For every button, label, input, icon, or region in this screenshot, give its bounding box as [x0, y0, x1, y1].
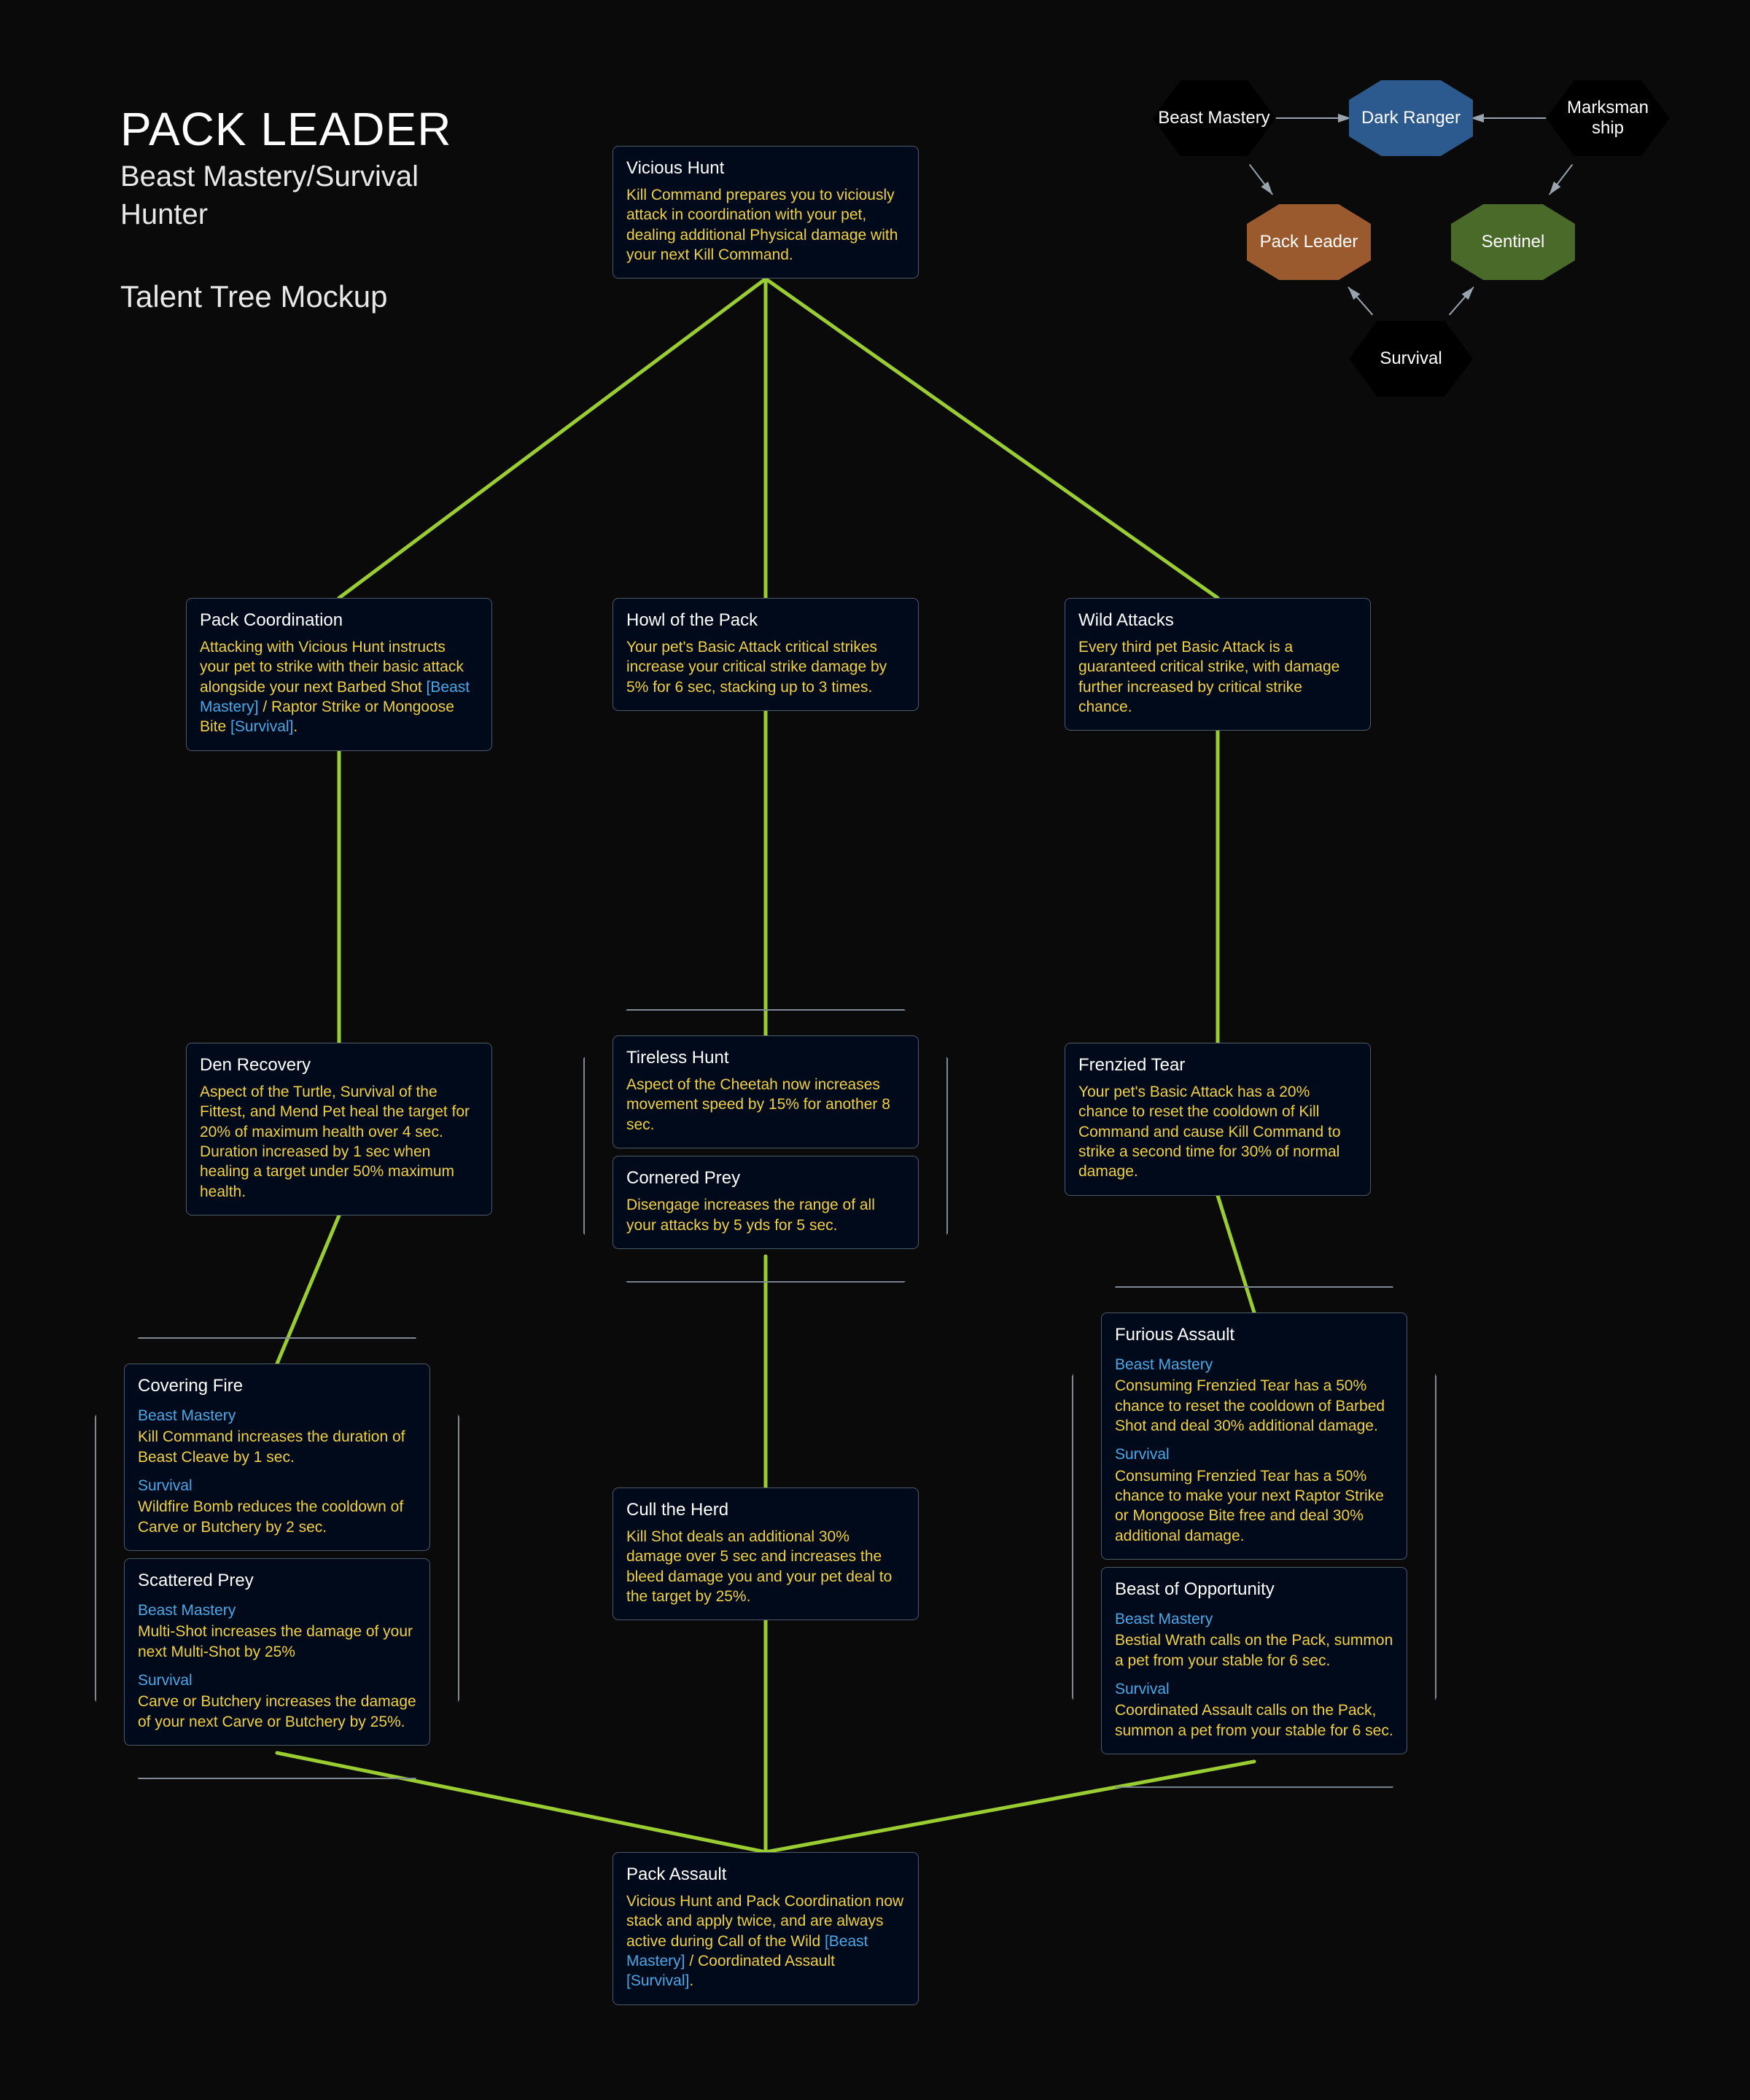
talent-name: Cull the Herd — [626, 1498, 905, 1521]
talent-frenzied_tear[interactable]: Frenzied Tear Your pet's Basic Attack has… — [1065, 1043, 1371, 1196]
talent-desc: Aspect of the Cheetah now increases move… — [626, 1075, 905, 1135]
talent-name: Frenzied Tear — [1078, 1054, 1357, 1076]
talent-cull_the_herd[interactable]: Cull the Herd Kill Shot deals an addition… — [612, 1488, 919, 1620]
talent-howl_of_the_pack[interactable]: Howl of the Pack Your pet's Basic Attack … — [612, 598, 919, 711]
choice-node-left-choice: Covering Fire Beast MasteryKill Command i… — [124, 1364, 430, 1753]
talent-desc-bm: Beast MasteryMulti-Shot increases the da… — [138, 1601, 416, 1662]
talent-scattered_prey[interactable]: Scattered Prey Beast MasteryMulti-Shot in… — [124, 1558, 430, 1746]
talent-tireless_hunt[interactable]: Tireless Hunt Aspect of the Cheetah now i… — [612, 1035, 919, 1148]
talent-desc-sv: SurvivalWildfire Bomb reduces the cooldo… — [138, 1476, 416, 1537]
talent-name: Beast of Opportunity — [1115, 1578, 1393, 1601]
talent-vicious_hunt[interactable]: Vicious Hunt Kill Command prepares you to… — [612, 146, 919, 279]
talent-pack_assault[interactable]: Pack Assault Vicious Hunt and Pack Coordi… — [612, 1852, 919, 2005]
talent-name: Vicious Hunt — [626, 157, 905, 179]
talent-name: Howl of the Pack — [626, 609, 905, 631]
talent-desc-sv: SurvivalConsuming Frenzied Tear has a 50… — [1115, 1444, 1393, 1545]
talent-desc: Aspect of the Turtle, Survival of the Fi… — [200, 1082, 478, 1202]
choice-node-right-choice: Furious Assault Beast MasteryConsuming Fr… — [1101, 1312, 1407, 1762]
talent-pack_coordination[interactable]: Pack Coordination Attacking with Vicious … — [186, 598, 492, 751]
talent-name: Den Recovery — [200, 1054, 478, 1076]
talent-desc-bm: Beast MasteryKill Command increases the … — [138, 1406, 416, 1467]
talent-name: Cornered Prey — [626, 1167, 905, 1189]
talent-tree: Vicious Hunt Kill Command prepares you to… — [0, 0, 1750, 2100]
talent-desc: Attacking with Vicious Hunt instructs yo… — [200, 637, 478, 736]
talent-name: Pack Coordination — [200, 609, 478, 631]
talent-furious_assault[interactable]: Furious Assault Beast MasteryConsuming Fr… — [1101, 1312, 1407, 1560]
talent-den_recovery[interactable]: Den Recovery Aspect of the Turtle, Surviv… — [186, 1043, 492, 1216]
talent-desc: Your pet's Basic Attack has a 20% chance… — [1078, 1082, 1357, 1181]
talent-desc: Your pet's Basic Attack critical strikes… — [626, 637, 905, 697]
talent-desc-sv: SurvivalCoordinated Assault calls on the… — [1115, 1679, 1393, 1741]
talent-name: Scattered Prey — [138, 1569, 416, 1592]
talent-desc-bm: Beast MasteryConsuming Frenzied Tear has… — [1115, 1355, 1393, 1436]
talent-desc: Vicious Hunt and Pack Coordination now s… — [626, 1891, 905, 1991]
talent-desc: Every third pet Basic Attack is a guaran… — [1078, 637, 1357, 717]
talent-name: Furious Assault — [1115, 1323, 1393, 1346]
choice-node-center-choice: Tireless Hunt Aspect of the Cheetah now i… — [612, 1035, 919, 1256]
talent-beast_of_opportunity[interactable]: Beast of Opportunity Beast MasteryBestial… — [1101, 1567, 1407, 1754]
talent-desc: Disengage increases the range of all you… — [626, 1195, 905, 1235]
talent-desc-bm: Beast MasteryBestial Wrath calls on the … — [1115, 1609, 1393, 1671]
talent-wild_attacks[interactable]: Wild Attacks Every third pet Basic Attack… — [1065, 598, 1371, 731]
talent-desc: Kill Shot deals an additional 30% damage… — [626, 1527, 905, 1606]
talent-covering_fire[interactable]: Covering Fire Beast MasteryKill Command i… — [124, 1364, 430, 1551]
talent-cornered_prey[interactable]: Cornered Prey Disengage increases the ran… — [612, 1156, 919, 1249]
talent-desc: Kill Command prepares you to viciously a… — [626, 185, 905, 265]
talent-name: Wild Attacks — [1078, 609, 1357, 631]
talent-desc-sv: SurvivalCarve or Butchery increases the … — [138, 1671, 416, 1732]
talent-name: Pack Assault — [626, 1863, 905, 1886]
talent-name: Tireless Hunt — [626, 1046, 905, 1069]
talent-name: Covering Fire — [138, 1374, 416, 1397]
